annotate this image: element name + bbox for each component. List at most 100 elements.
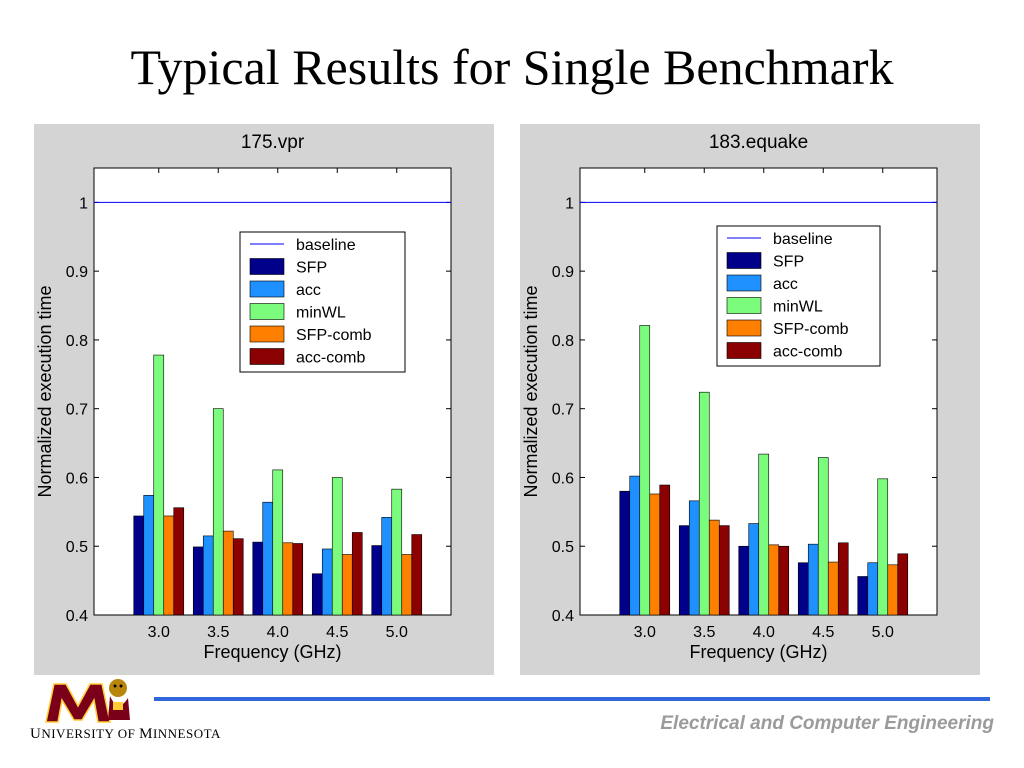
- chart-panel-equake: 183.equake 0.4 0.5 0.6 0.7 0.8 0.9 1 3.0 3.5 4.0 4.…: [520, 124, 980, 675]
- bar-acc-comb: [718, 525, 730, 616]
- chart-panel-vpr: 175.vpr 0.4 0.5 0.6 0.7 0.8 0.9 1 3.0 3.5 4.0 4.5 5.…: [34, 124, 494, 675]
- y-tick-label: 0.4: [66, 608, 88, 625]
- legend-label: SFP: [296, 260, 327, 277]
- bar-acc-comb: [897, 553, 909, 616]
- bar-sfp: [619, 490, 631, 616]
- x-tick-label: 5.0: [872, 624, 894, 641]
- bar-acc-comb: [173, 507, 185, 616]
- bar-acc: [262, 501, 274, 616]
- x-tick-label: 4.5: [812, 624, 834, 641]
- chart-title: 175.vpr: [241, 132, 305, 153]
- legend-swatch-sfp-comb: [249, 325, 285, 343]
- university-name-part: NIVERSITY OF: [41, 726, 140, 741]
- university-name: UNIVERSITY OF MINNESOTA: [30, 726, 221, 743]
- bar-sfp-comb: [708, 519, 720, 616]
- bar-sfp: [311, 573, 323, 616]
- bar-sfp: [252, 541, 264, 616]
- chart-equake: 183.equake 0.4 0.5 0.6 0.7 0.8 0.9 1 3.0 3.5 4.0 4.…: [521, 132, 938, 662]
- legend-label: SFP: [773, 254, 804, 271]
- x-tick-label: 4.0: [267, 624, 289, 641]
- bar-minwl: [639, 325, 651, 616]
- bar-minwl: [331, 477, 343, 616]
- y-tick-label: 0.9: [66, 264, 88, 281]
- bar-minwl: [212, 408, 224, 616]
- legend-swatch-sfp-comb: [726, 319, 762, 337]
- department-label: Electrical and Computer Engineering: [660, 713, 994, 734]
- bar-sfp-comb: [649, 493, 661, 616]
- y-tick-label: 1: [79, 195, 88, 212]
- bar-acc: [321, 548, 333, 616]
- bar-acc: [202, 535, 214, 616]
- bar-minwl: [391, 488, 403, 616]
- bar-sfp-comb: [768, 544, 780, 616]
- footer-divider: [154, 697, 990, 701]
- bar-acc-comb: [411, 534, 423, 616]
- bar-minwl: [272, 469, 284, 616]
- legend-swatch-acc-comb: [249, 348, 285, 365]
- bar-minwl: [153, 354, 165, 616]
- legend-label: baseline: [773, 231, 833, 248]
- bar-sfp: [738, 545, 750, 616]
- bar-acc-comb: [292, 543, 304, 616]
- legend: baseline SFP acc minWL SFP-comb acc-comb: [239, 231, 406, 373]
- legend: baseline SFP acc minWL SFP-comb acc-comb: [716, 225, 881, 367]
- x-tick-label: 4.5: [326, 624, 348, 641]
- bar-sfp-comb: [827, 561, 839, 616]
- bar-sfp-comb: [887, 564, 899, 616]
- y-tick-label: 0.9: [552, 264, 574, 281]
- bar-sfp: [371, 545, 383, 616]
- x-axis-label: Frequency (GHz): [689, 642, 827, 662]
- university-name-initial-m: M: [139, 726, 153, 742]
- y-tick-label: 1: [565, 195, 574, 212]
- y-tick-label: 0.4: [552, 608, 574, 625]
- legend-label: acc-comb: [773, 344, 842, 361]
- legend-label: acc: [773, 276, 798, 293]
- x-tick-label: 3.5: [207, 624, 229, 641]
- legend-swatch-acc: [249, 280, 285, 298]
- bar-minwl: [817, 457, 829, 616]
- y-axis-label: Normalized execution time: [521, 285, 541, 497]
- bar-minwl: [698, 391, 710, 616]
- bar-acc: [867, 562, 879, 616]
- legend-label: baseline: [296, 237, 356, 254]
- x-tick-label: 3.5: [693, 624, 715, 641]
- bar-acc-comb: [778, 545, 790, 616]
- y-tick-label: 0.5: [66, 539, 88, 556]
- bar-minwl: [758, 453, 770, 616]
- bar-acc-comb: [659, 484, 671, 616]
- legend-label: SFP-comb: [773, 321, 849, 338]
- legend-swatch-acc: [726, 274, 762, 292]
- legend-swatch-minwl: [249, 303, 285, 320]
- x-tick-label: 3.0: [634, 624, 656, 641]
- legend-label: acc: [296, 282, 321, 299]
- bar-sfp-comb: [282, 542, 294, 616]
- y-tick-label: 0.7: [66, 402, 88, 419]
- legend-swatch-minwl: [726, 297, 762, 314]
- bar-acc: [629, 475, 641, 616]
- x-axis-label: Frequency (GHz): [203, 642, 341, 662]
- legend-swatch-acc-comb: [726, 342, 762, 359]
- x-tick-label: 3.0: [148, 624, 170, 641]
- y-tick-label: 0.7: [552, 402, 574, 419]
- x-tick-label: 4.0: [753, 624, 775, 641]
- bar-acc: [688, 500, 700, 616]
- bar-acc: [748, 523, 760, 616]
- university-name-end: INNESOTA: [152, 726, 221, 741]
- y-axis-label: Normalized execution time: [35, 285, 55, 497]
- bar-sfp: [192, 546, 204, 616]
- bar-sfp-comb: [163, 515, 175, 616]
- legend-swatch-sfp: [249, 258, 285, 275]
- bar-acc: [381, 517, 393, 616]
- y-tick-label: 0.6: [552, 470, 574, 487]
- bar-acc-comb: [837, 542, 849, 616]
- y-tick-label: 0.8: [552, 333, 574, 350]
- bar-acc: [143, 495, 155, 616]
- bar-sfp-comb: [222, 530, 234, 616]
- slide-title: Typical Results for Single Benchmark: [130, 39, 894, 95]
- bar-acc: [807, 543, 819, 616]
- legend-label: acc-comb: [296, 350, 365, 367]
- university-logo: [44, 674, 134, 731]
- chart-title: 183.equake: [709, 132, 808, 153]
- chart-vpr: 175.vpr 0.4 0.5 0.6 0.7 0.8 0.9 1 3.0 3.5 4.0 4.5 5.…: [35, 132, 452, 662]
- legend-label: minWL: [773, 299, 823, 316]
